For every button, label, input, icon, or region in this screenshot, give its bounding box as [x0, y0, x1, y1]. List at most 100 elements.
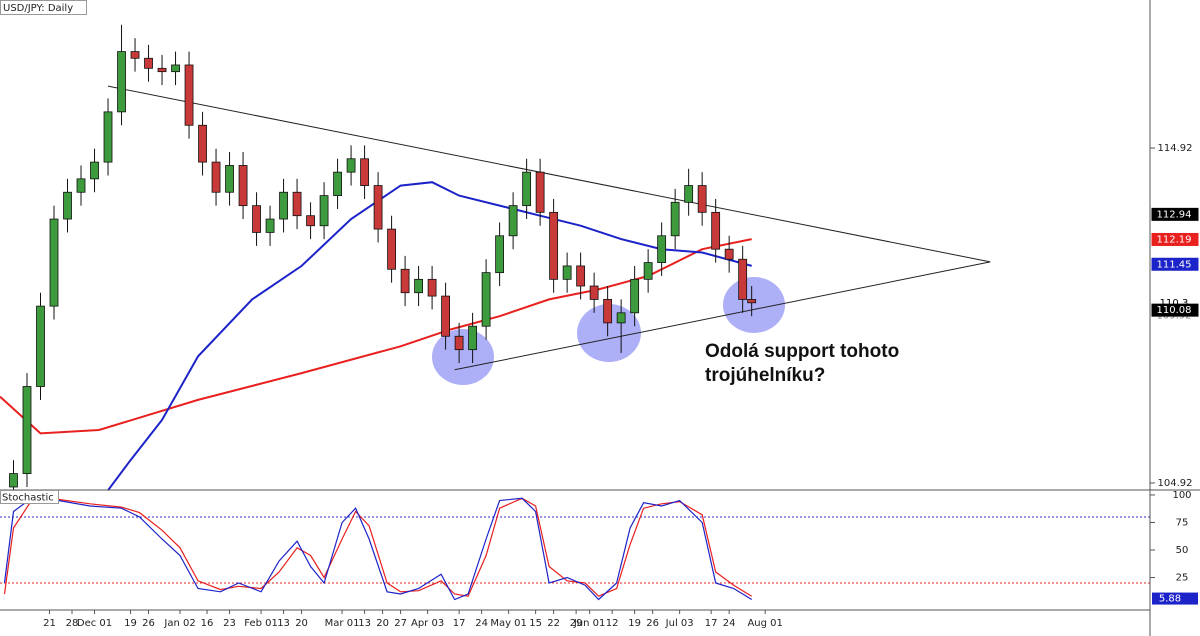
candle-body	[373, 185, 383, 230]
candle-body	[427, 278, 437, 297]
x-tick-label: 19	[628, 618, 641, 629]
x-tick-label: Jan 02	[163, 618, 195, 629]
candle-body	[90, 161, 99, 180]
price-label: 110.3	[1160, 298, 1189, 309]
stochastic-line	[3, 497, 753, 597]
candle-body	[508, 205, 518, 237]
candle-body	[747, 299, 757, 304]
x-tick-label: 17	[453, 618, 466, 629]
price-label-box	[1151, 257, 1199, 271]
price-label-box	[1151, 207, 1199, 221]
candle-body	[724, 248, 734, 260]
candle-body	[306, 215, 315, 227]
candle-body	[319, 195, 329, 227]
candle-body	[184, 64, 194, 126]
candle-body	[198, 124, 207, 163]
x-tick-label: Feb 01	[244, 618, 278, 629]
candle-body	[684, 185, 694, 203]
x-tick-label: 19	[124, 618, 137, 629]
y-tick-label: 25	[1176, 573, 1189, 584]
y-tick-label: 50	[1176, 545, 1189, 556]
price-label: 110.08	[1157, 305, 1192, 316]
candle-body	[495, 235, 505, 274]
candle-body	[616, 312, 626, 324]
x-tick-label: 28	[66, 618, 79, 629]
y-tick-label: 75	[1176, 517, 1189, 528]
candle-body	[171, 64, 180, 73]
candle-body	[414, 278, 423, 294]
title-box	[0, 490, 59, 504]
candle-body	[346, 158, 356, 173]
x-tick-label: Aug 01	[747, 618, 782, 629]
candle-body	[103, 111, 113, 163]
x-tick-label: 12	[606, 618, 619, 629]
candle-body	[468, 325, 478, 351]
trendline	[454, 261, 991, 371]
candle-body	[238, 165, 248, 207]
candle-body	[49, 218, 59, 307]
candle-body	[670, 201, 680, 237]
x-tick-label: 24	[475, 618, 488, 629]
candle-body	[535, 171, 545, 213]
x-tick-label: 24	[723, 618, 736, 629]
candle-body	[292, 191, 302, 217]
x-tick-label: 26	[646, 618, 659, 629]
candle-body	[333, 171, 342, 196]
candle-body	[522, 171, 532, 207]
candle-body	[22, 386, 32, 474]
x-tick-label: 29	[570, 618, 583, 629]
x-tick-label: 21	[43, 618, 56, 629]
price-label: 112.19	[1157, 234, 1192, 245]
y-tick-label: 104.92	[1158, 478, 1193, 489]
x-tick-label: Apr 03	[411, 618, 444, 629]
last-value-box	[1152, 592, 1198, 605]
x-tick-label: 20	[295, 618, 308, 629]
candle-body	[441, 295, 450, 337]
candle-body	[130, 51, 140, 59]
price-label: 112.94	[1157, 209, 1192, 220]
candle-body	[36, 305, 45, 387]
x-tick-label: May 01	[490, 618, 527, 629]
y-tick-label: 100	[1172, 490, 1191, 501]
candle-body	[643, 262, 653, 280]
candle-body	[454, 335, 464, 351]
candle-body	[387, 228, 396, 270]
price-label-box	[1151, 232, 1199, 246]
stochastic-line	[3, 497, 753, 601]
trendline	[107, 85, 991, 263]
x-tick-label: 15	[529, 618, 542, 629]
candle-body	[549, 211, 559, 280]
candle-body	[211, 161, 221, 193]
candle-body	[360, 158, 369, 186]
moving-average	[107, 181, 752, 491]
candle-body	[225, 165, 234, 193]
candle-body	[603, 299, 613, 324]
candle-body	[400, 268, 410, 294]
candle-body	[279, 191, 288, 220]
x-tick-label: 16	[201, 618, 214, 629]
candle-body	[252, 205, 261, 233]
last-value-label: 5.88	[1159, 594, 1181, 605]
x-tick-label: 23	[223, 618, 236, 629]
x-tick-label: Jul 03	[665, 618, 694, 629]
candle-body	[562, 265, 572, 280]
x-tick-label: 20	[376, 618, 389, 629]
chart-title: USD/JPY: Daily	[3, 3, 73, 14]
candle-body	[738, 258, 748, 300]
x-tick-label: 13	[358, 618, 371, 629]
title-box	[0, 0, 87, 15]
x-tick-label: 26	[142, 618, 155, 629]
y-tick-label: 114.92	[1158, 143, 1193, 154]
x-tick-label: 17	[705, 618, 718, 629]
price-label-box	[1151, 303, 1199, 317]
candle-body	[76, 178, 86, 193]
candle-body	[157, 67, 167, 73]
candle-body	[711, 211, 721, 250]
x-tick-label: 22	[547, 618, 560, 629]
candle-body	[144, 57, 153, 69]
candle-body	[265, 218, 275, 233]
candle-body	[481, 272, 491, 327]
candle-body	[117, 51, 126, 113]
